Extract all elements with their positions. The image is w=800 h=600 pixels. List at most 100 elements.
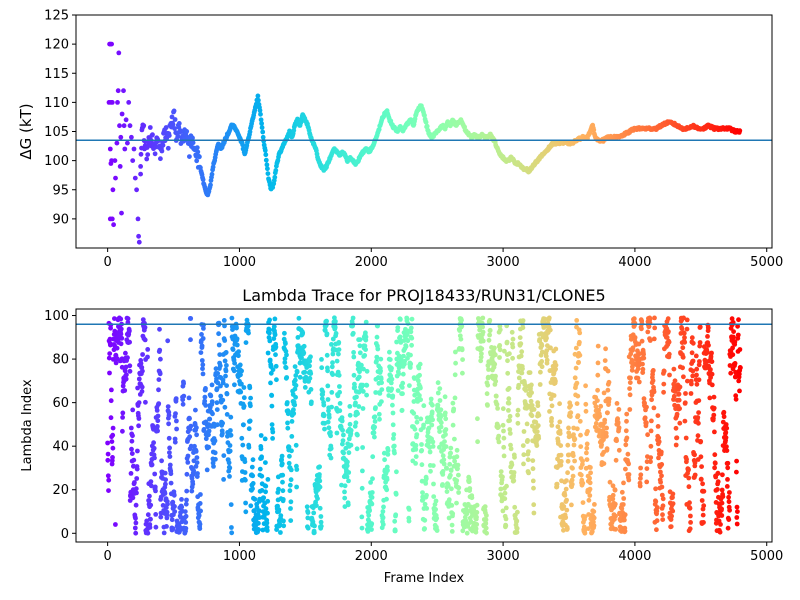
bottom-data-point <box>379 387 385 392</box>
bottom-data-point <box>464 511 470 517</box>
top-data-point <box>115 100 120 105</box>
bottom-data-point <box>578 472 584 478</box>
bottom-data-point <box>531 502 537 508</box>
bottom-data-point <box>188 423 194 429</box>
bottom-data-point <box>479 351 484 357</box>
bottom-data-point <box>507 431 513 436</box>
bottom-data-point <box>228 432 234 438</box>
bottom-data-point <box>282 360 288 365</box>
bottom-data-point <box>392 518 398 524</box>
bottom-data-point <box>430 444 436 449</box>
bottom-x-axis-label: Frame Index <box>384 571 465 586</box>
bottom-data-point <box>292 364 298 369</box>
bottom-data-point <box>601 390 607 396</box>
bottom-data-point <box>677 406 682 411</box>
bottom-data-point <box>659 484 665 490</box>
bottom-data-point <box>203 436 209 442</box>
bottom-data-point <box>458 336 464 342</box>
bottom-data-point <box>557 419 563 425</box>
bottom-data-point <box>265 498 271 504</box>
bottom-data-point <box>272 332 278 338</box>
bottom-data-point <box>228 502 234 507</box>
top-data-point <box>131 146 137 152</box>
bottom-data-point <box>419 462 425 468</box>
top-data-point <box>117 123 122 129</box>
bottom-data-point <box>485 403 490 408</box>
bottom-data-point <box>354 394 359 400</box>
bottom-data-point <box>431 481 436 487</box>
bottom-data-point <box>619 489 625 495</box>
bottom-data-point <box>557 431 563 436</box>
bottom-data-point <box>122 388 128 393</box>
bottom-data-point <box>525 457 531 463</box>
top-data-point <box>165 145 171 151</box>
bottom-data-point <box>291 407 296 413</box>
bottom-data-point <box>718 522 723 527</box>
top-data-point <box>158 156 163 162</box>
bottom-data-point <box>666 339 672 345</box>
bottom-data-point <box>475 416 480 422</box>
top-data-point <box>424 123 430 129</box>
bottom-data-point <box>384 464 390 470</box>
bottom-data-point <box>632 335 638 340</box>
bottom-data-point <box>534 429 540 434</box>
bottom-data-point <box>155 418 161 424</box>
bottom-data-point <box>626 477 632 483</box>
bottom-data-point <box>670 491 676 497</box>
bottom-data-point <box>195 471 200 476</box>
bottom-data-point <box>154 408 160 413</box>
bottom-data-point <box>584 441 590 447</box>
bottom-data-point <box>483 525 489 531</box>
bottom-data-point <box>227 443 233 448</box>
bottom-data-point <box>569 481 575 487</box>
bottom-data-point <box>198 350 204 355</box>
bottom-data-point <box>308 371 314 376</box>
bottom-data-point <box>157 347 163 353</box>
bottom-data-point <box>549 403 555 409</box>
bottom-data-point <box>221 477 227 482</box>
bottom-data-point <box>268 380 273 386</box>
bottom-data-point <box>438 424 444 430</box>
bottom-data-point <box>108 398 114 404</box>
top-plot-marks <box>106 41 743 245</box>
top-data-point <box>265 166 270 172</box>
bottom-data-point <box>239 368 245 374</box>
bottom-data-point <box>367 508 372 514</box>
bottom-data-point <box>694 366 700 372</box>
bottom-data-point <box>438 407 444 413</box>
bottom-data-point <box>378 376 384 382</box>
bottom-x-tick-label: 0 <box>103 549 111 564</box>
bottom-plot-frame <box>75 308 773 543</box>
bottom-data-point <box>635 366 641 372</box>
bottom-y-tick-label: 100 <box>44 309 69 324</box>
bottom-data-point <box>302 369 308 375</box>
bottom-data-point <box>571 442 577 448</box>
bottom-data-point <box>246 330 251 336</box>
bottom-data-point <box>213 366 219 372</box>
bottom-data-point <box>724 484 730 489</box>
bottom-data-point <box>450 400 456 406</box>
bottom-data-point <box>417 372 422 378</box>
bottom-data-point <box>423 481 429 486</box>
bottom-data-point <box>624 435 630 441</box>
bottom-data-point <box>639 326 644 332</box>
bottom-data-point <box>216 331 222 337</box>
bottom-data-point <box>659 473 664 479</box>
bottom-data-point <box>673 442 679 448</box>
bottom-data-point <box>359 485 365 491</box>
bottom-data-point <box>191 468 197 474</box>
bottom-data-point <box>162 491 168 496</box>
bottom-data-point <box>293 394 298 400</box>
top-y-tick-label: 105 <box>44 125 69 140</box>
bottom-y-tick-label: 20 <box>52 483 69 498</box>
top-data-point <box>145 152 151 158</box>
bottom-data-point <box>269 403 275 409</box>
bottom-data-point <box>520 318 526 323</box>
bottom-data-point <box>373 390 379 395</box>
bottom-data-point <box>107 370 112 376</box>
bottom-data-point <box>334 430 340 436</box>
bottom-data-point <box>193 464 199 469</box>
bottom-data-point <box>641 351 646 357</box>
bottom-data-point <box>616 447 622 453</box>
bottom-data-point <box>564 497 569 503</box>
